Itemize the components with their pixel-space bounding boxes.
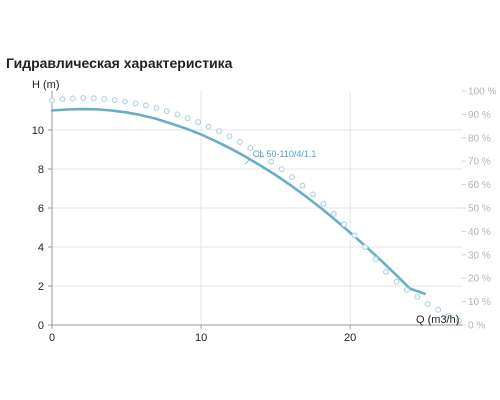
efficiency-point — [456, 317, 462, 324]
y-tick-label: 4 — [38, 242, 44, 254]
y-tick-label: 2 — [38, 281, 44, 293]
y2-tick-label: 10 % — [468, 297, 491, 308]
efficiency-point — [383, 268, 389, 275]
efficiency-point — [247, 145, 254, 152]
x-tick-label: 0 — [49, 332, 55, 344]
y-tick-label: 10 — [32, 125, 44, 137]
efficiency-point — [257, 151, 264, 158]
efficiency-point — [153, 105, 160, 112]
efficiency-point — [226, 133, 233, 140]
y2-tick-label: 80 % — [468, 133, 491, 144]
y2-tick-label: 40 % — [468, 227, 491, 238]
efficiency-point — [184, 115, 191, 122]
y-axis-label: H (m) — [32, 79, 60, 91]
efficiency-point — [205, 123, 212, 130]
y2-tick-label: 70 % — [468, 157, 491, 168]
efficiency-point — [445, 312, 452, 319]
efficiency-point — [278, 166, 285, 173]
efficiency-point — [90, 95, 97, 102]
efficiency-point — [80, 95, 87, 101]
page-title: Гидравлическая характеристика — [6, 55, 233, 71]
series-label: CL 50-110/4/1.1 — [253, 149, 317, 159]
chart-series — [49, 95, 462, 324]
efficiency-point — [289, 174, 295, 181]
efficiency-point — [299, 182, 306, 189]
y-tick-label: 6 — [38, 203, 44, 215]
efficiency-point — [372, 256, 379, 263]
y2-tick-label: 20 % — [468, 274, 491, 285]
y-tick-label: 0 — [38, 320, 44, 332]
head-curve-line — [50, 107, 426, 296]
efficiency-point — [195, 119, 202, 126]
efficiency-point — [435, 306, 442, 313]
efficiency-point — [122, 98, 129, 105]
efficiency-point — [414, 293, 421, 300]
efficiency-point — [69, 95, 76, 102]
efficiency-point — [341, 221, 348, 228]
efficiency-point — [101, 96, 108, 102]
efficiency-point — [309, 191, 316, 198]
efficiency-point — [59, 96, 66, 103]
efficiency-point — [424, 300, 431, 307]
efficiency-point — [216, 128, 222, 135]
efficiency-point — [330, 210, 337, 217]
y2-tick-label: 30 % — [468, 250, 491, 261]
efficiency-point — [393, 278, 400, 285]
x-tick-label: 20 — [344, 332, 356, 344]
y2-tick-label: 100 % — [468, 87, 496, 98]
efficiency-point — [111, 97, 118, 104]
efficiency-point — [362, 244, 369, 251]
efficiency-point — [163, 108, 170, 115]
efficiency-point — [236, 139, 243, 145]
x-axis-label: Q (m3/h) — [416, 314, 459, 326]
efficiency-point — [49, 97, 55, 104]
efficiency-point — [142, 102, 149, 109]
y2-tick-label: 60 % — [468, 180, 491, 191]
series-label-leader — [244, 157, 252, 165]
y2-tick-label: 90 % — [468, 110, 491, 121]
efficiency-point — [132, 100, 139, 107]
efficiency-point — [174, 111, 181, 118]
y-tick-label: 8 — [38, 164, 44, 176]
y2-tick-label: 0 % — [468, 321, 485, 332]
x-tick-label: 10 — [195, 332, 207, 344]
efficiency-point — [320, 200, 327, 207]
efficiency-point — [351, 232, 358, 239]
efficiency-point — [268, 158, 275, 165]
efficiency-point — [403, 286, 410, 293]
y2-tick-label: 50 % — [468, 204, 491, 215]
